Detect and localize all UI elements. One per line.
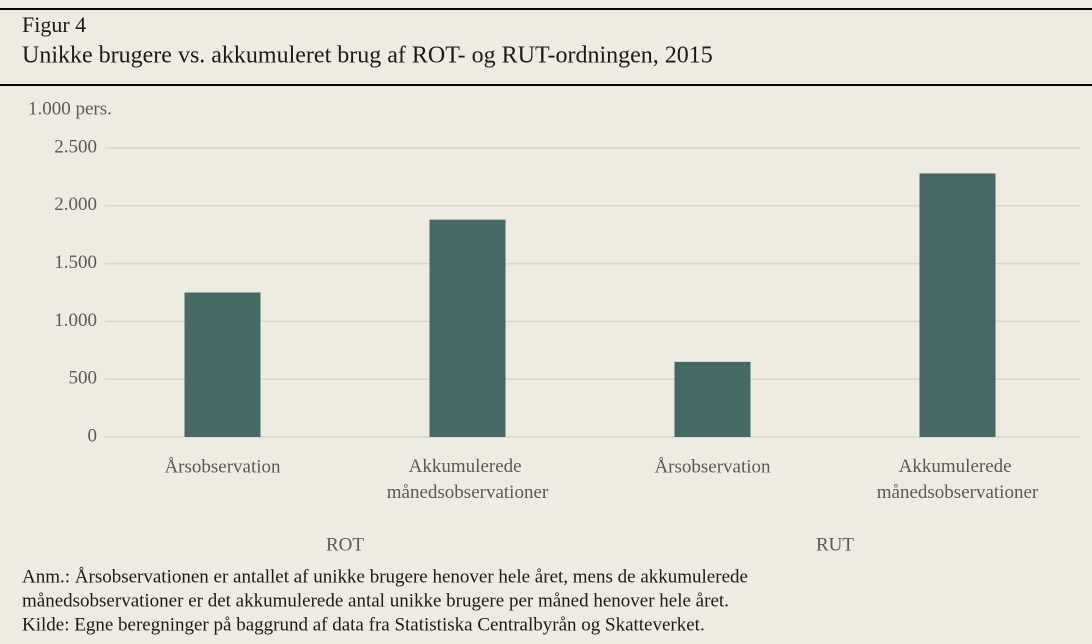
x-tick-label: Årsobservation (164, 456, 281, 477)
x-tick-label: Akkumulerede månedsobservationer (877, 456, 1039, 503)
note: Kilde: Egne beregninger på baggrund af d… (22, 614, 705, 635)
chart-title: Unikke brugere vs. akkumuleret brug af R… (22, 43, 713, 69)
y-tick-label: 0 (88, 425, 98, 446)
x-tick-line: månedsobservationer (387, 482, 549, 503)
bar (919, 173, 996, 437)
y-tick-label: 1.000 (54, 310, 97, 331)
x-tick-label: Årsobservation (654, 456, 771, 477)
y-tick-label: 2.500 (54, 136, 97, 157)
figure-label: Figur 4 (22, 12, 86, 37)
y-tick-label: 2.000 (54, 194, 97, 215)
bar (184, 292, 261, 437)
x-tick-line: Akkumulerede (899, 456, 1017, 477)
bar (429, 219, 506, 437)
group-label: RUT (816, 534, 854, 555)
bar (674, 361, 751, 437)
note: månedsobservationer er det akkumulerede … (22, 590, 729, 611)
y-tick-label: 1.500 (54, 252, 97, 273)
x-tick-line: Akkumulerede (409, 456, 527, 477)
y-unit-label: 1.000 pers. (28, 98, 112, 119)
x-tick-label: Akkumulerede månedsobservationer (387, 456, 549, 503)
group-label: ROT (326, 534, 364, 555)
y-tick-label: 500 (69, 368, 98, 389)
note: Anm.: Årsobservationen er antallet af un… (22, 566, 748, 587)
x-tick-line: månedsobservationer (877, 482, 1039, 503)
